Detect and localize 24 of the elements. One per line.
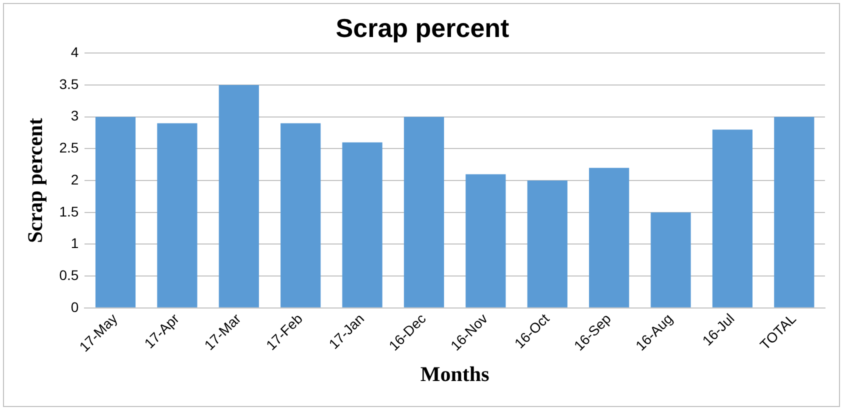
y-tick-label: 0.5 [59,266,79,283]
y-tick-label: 2.5 [59,140,79,156]
bar [280,123,321,308]
bar [650,212,691,308]
bar [95,116,136,308]
x-axis-title: Months [420,362,490,386]
bar [157,123,198,308]
bar [218,85,259,308]
y-tick-label: 3 [70,108,79,124]
y-tick-label: 3.5 [59,76,79,92]
y-tick-label: 0 [70,298,79,315]
y-tick-label: 1 [70,235,79,252]
bar [589,168,630,308]
bar [527,180,568,308]
chart-title: Scrap percent [336,12,510,43]
y-tick-label: 1.5 [59,203,79,220]
bar [404,116,444,308]
y-tick-label: 4 [70,44,79,60]
bar [712,130,753,308]
y-tick-label: 2 [70,171,79,188]
bar [466,174,506,308]
y-axis-title: Scrap percent [23,118,48,244]
bar [774,116,814,308]
bar [342,142,382,308]
